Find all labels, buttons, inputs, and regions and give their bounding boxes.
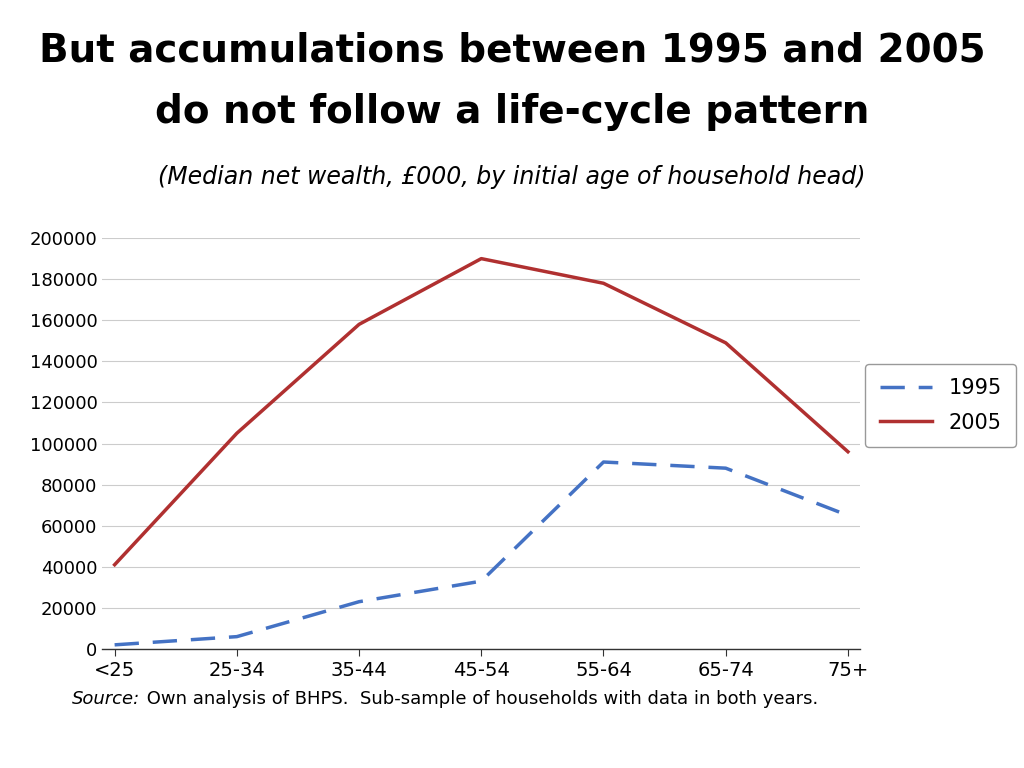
Text: (Median net wealth, £000, by initial age of household head): (Median net wealth, £000, by initial age… — [159, 165, 865, 189]
Text: But accumulations between 1995 and 2005: But accumulations between 1995 and 2005 — [39, 32, 985, 70]
Legend: 1995, 2005: 1995, 2005 — [865, 363, 1017, 447]
Text: Source:: Source: — [72, 690, 140, 708]
Text: do not follow a life-cycle pattern: do not follow a life-cycle pattern — [155, 93, 869, 131]
Text: Own analysis of BHPS.  Sub-sample of households with data in both years.: Own analysis of BHPS. Sub-sample of hous… — [141, 690, 818, 708]
